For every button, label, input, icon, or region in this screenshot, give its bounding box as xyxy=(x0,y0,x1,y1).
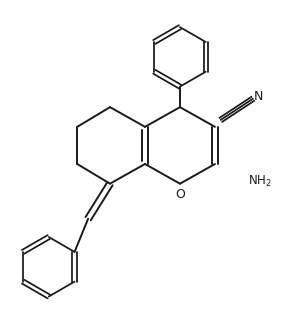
Text: NH$_2$: NH$_2$ xyxy=(248,174,271,189)
Text: O: O xyxy=(175,188,185,201)
Text: N: N xyxy=(254,90,263,103)
